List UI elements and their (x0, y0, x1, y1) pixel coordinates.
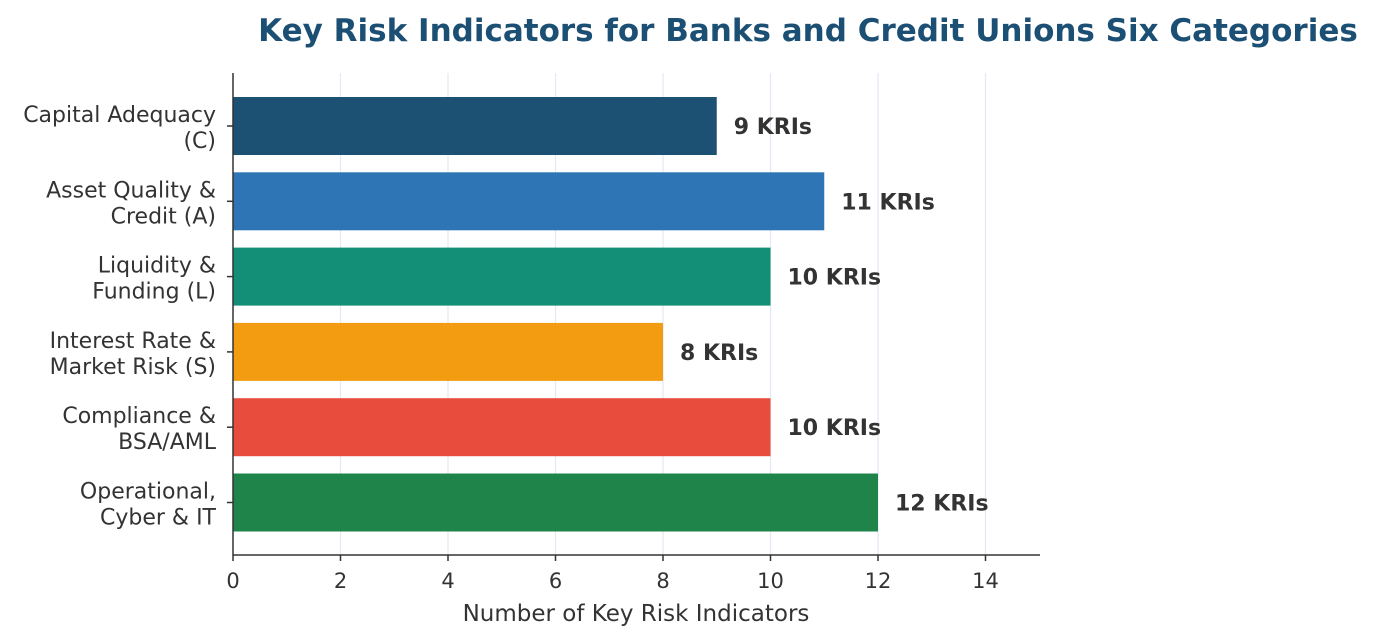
x-tick-label: 2 (334, 569, 347, 593)
bar (233, 172, 825, 231)
data-label: 10 KRIs (788, 416, 882, 441)
x-tick-label: 8 (656, 569, 669, 593)
x-tick-label: 6 (549, 569, 562, 593)
category-label: Asset Quality & Credit (A) (46, 178, 216, 229)
category-label: Compliance & BSA/AML (62, 404, 216, 455)
bars (233, 97, 878, 532)
category-labels: Capital Adequacy (C) Asset Quality & Credit… (23, 103, 217, 531)
axes (227, 73, 1040, 561)
bar (233, 473, 878, 532)
x-tick-label: 12 (865, 569, 892, 593)
bar (233, 247, 771, 306)
bar (233, 398, 771, 457)
category-label: Capital Adequacy (C) (23, 103, 216, 154)
category-label: Liquidity & Funding (L) (92, 254, 216, 305)
data-label: 10 KRIs (788, 266, 882, 291)
chart-title: Key Risk Indicators for Banks and Credit… (258, 13, 1358, 49)
x-tick-labels: 0 2 4 6 8 10 12 14 (226, 569, 999, 593)
data-labels: 9 KRIs 11 KRIs 10 KRIs 8 KRIs 10 KRIs 12 KRIs (680, 115, 989, 517)
data-label: 8 KRIs (680, 341, 758, 366)
category-label: Operational, Cyber & IT (80, 480, 217, 531)
data-label: 9 KRIs (734, 115, 812, 140)
bar (233, 97, 717, 155)
x-tick-label: 0 (226, 569, 239, 593)
data-label: 12 KRIs (895, 492, 989, 517)
x-axis-title: Number of Key Risk Indicators (463, 601, 810, 627)
bar (233, 322, 663, 381)
x-tick-label: 10 (757, 569, 784, 593)
x-tick-label: 4 (441, 569, 454, 593)
x-tick-label: 14 (972, 569, 999, 593)
data-label: 11 KRIs (841, 190, 935, 215)
category-label: Interest Rate & Market Risk (S) (50, 329, 216, 380)
